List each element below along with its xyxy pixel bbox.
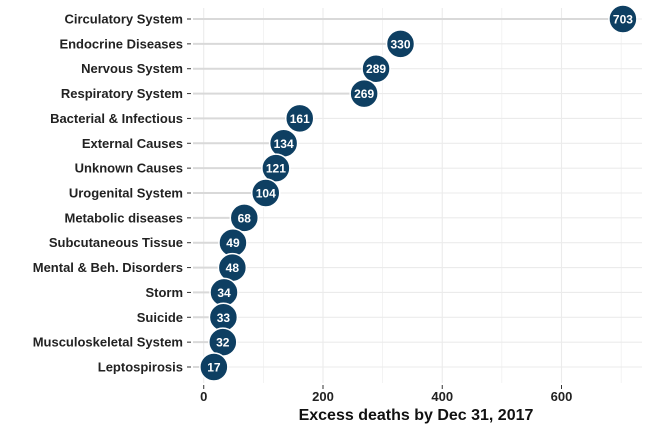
data-point <box>284 103 315 134</box>
data-label: 703 <box>613 13 633 27</box>
data-point <box>349 78 379 109</box>
data-label: 269 <box>354 87 374 101</box>
data-label: 289 <box>366 62 386 76</box>
data-label: 330 <box>390 37 410 51</box>
y-tick-label: Endocrine Diseases <box>59 36 183 51</box>
data-label: 134 <box>274 137 294 151</box>
y-tick-label: Respiratory System <box>61 86 183 101</box>
y-tick-label: Musculoskeletal System <box>33 335 183 350</box>
data-label: 68 <box>238 211 252 225</box>
y-tick-label: Bacterial & Infectious <box>50 111 183 126</box>
x-tick-label: 600 <box>551 389 573 404</box>
y-tick-label: Urogenital System <box>69 185 183 200</box>
x-tick-label: 0 <box>200 389 207 404</box>
data-point <box>361 53 391 84</box>
y-tick-label: Suicide <box>137 310 183 325</box>
data-point <box>385 29 416 59</box>
data-point <box>199 352 229 382</box>
y-tick-label: Circulatory System <box>65 12 184 27</box>
data-label: 33 <box>217 311 231 325</box>
data-label: 48 <box>226 261 240 275</box>
y-tick-label: Subcutaneous Tissue <box>49 235 183 250</box>
data-point <box>608 4 638 34</box>
data-label: 121 <box>266 162 286 176</box>
data-point <box>261 153 291 183</box>
y-tick-label: Metabolic diseases <box>65 210 184 225</box>
x-axis: 0 200 400 600 <box>200 385 572 404</box>
y-tick-label: Nervous System <box>81 61 183 76</box>
x-axis-title: Excess deaths by Dec 31, 2017 <box>299 407 534 424</box>
y-tick-label: Mental & Beh. Disorders <box>33 260 183 275</box>
y-tick-label: Storm <box>145 285 183 300</box>
data-label: 104 <box>256 186 276 200</box>
data-point <box>250 178 281 208</box>
x-tick-label: 400 <box>431 389 453 404</box>
y-tick-label: External Causes <box>82 136 183 151</box>
y-tick-label: Leptospirosis <box>98 359 183 374</box>
lollipop-points: 703 330 289 269 161 134 121 104 68 49 48 34 33 32 17 <box>199 4 638 382</box>
data-label: 17 <box>207 360 221 374</box>
data-label: 49 <box>226 236 240 250</box>
data-label: 161 <box>290 112 310 126</box>
y-axis: Circulatory System Endocrine Diseases Nerv… <box>33 12 191 374</box>
data-label: 32 <box>216 336 230 350</box>
data-point <box>229 203 260 233</box>
y-tick-label: Unknown Causes <box>75 161 183 176</box>
data-label: 34 <box>217 286 231 300</box>
x-tick-label: 200 <box>312 389 334 404</box>
